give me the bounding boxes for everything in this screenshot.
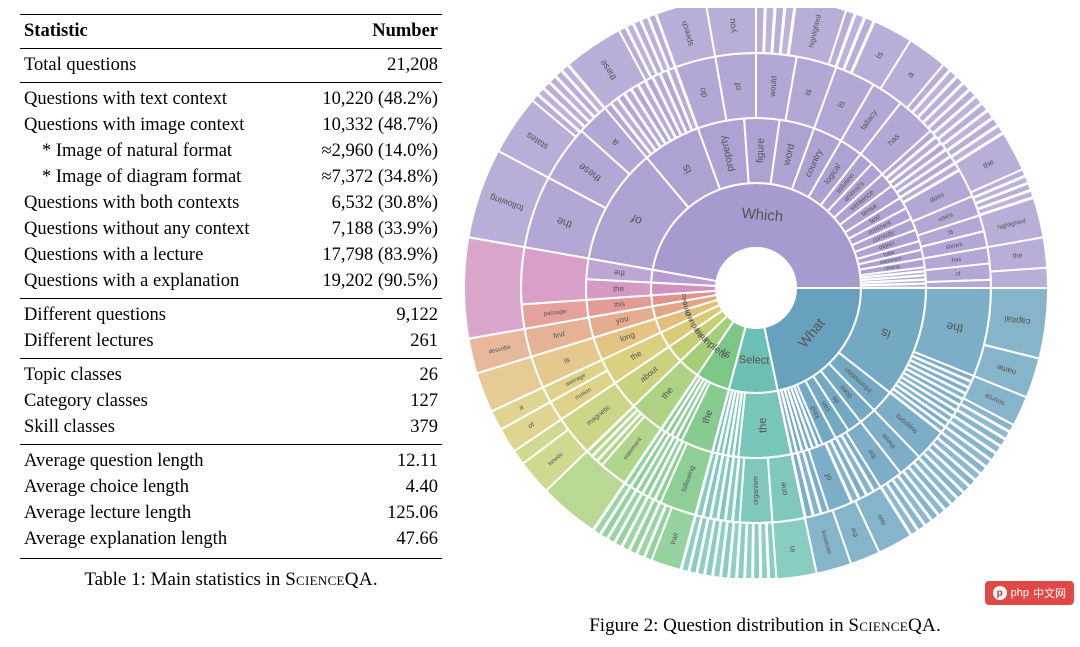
figure-caption: Figure 2: Question distribution in Scien… bbox=[450, 615, 1080, 637]
num-cell: 10,220 (48.2%) bbox=[295, 83, 442, 113]
sunburst-label: organism bbox=[753, 476, 760, 505]
num-cell: 125.06 bbox=[295, 501, 442, 527]
stat-cell: * Image of natural format bbox=[20, 139, 295, 165]
num-cell: 127 bbox=[295, 389, 442, 415]
num-cell: 47.66 bbox=[295, 527, 442, 559]
num-cell: 4.40 bbox=[295, 475, 442, 501]
stats-table: Statistic Number Total questions21,208Qu… bbox=[20, 14, 442, 559]
num-cell: 12.11 bbox=[295, 445, 442, 475]
table-row: Questions with text context10,220 (48.2%… bbox=[20, 83, 442, 113]
num-cell: 6,532 (30.8%) bbox=[295, 191, 442, 217]
table-row: Questions without any context7,188 (33.9… bbox=[20, 217, 442, 243]
stat-cell: Average question length bbox=[20, 445, 295, 475]
stat-cell: Questions with both contexts bbox=[20, 191, 295, 217]
num-cell: 9,122 bbox=[295, 299, 442, 329]
stat-cell: Total questions bbox=[20, 49, 295, 83]
fig-caption-pre: Figure 2: Question distribution in bbox=[589, 615, 848, 636]
sunburst-center bbox=[717, 249, 795, 327]
table-row: Average explanation length47.66 bbox=[20, 527, 442, 559]
num-cell: 17,798 (83.9%) bbox=[295, 243, 442, 269]
table-caption: Table 1: Main statistics in ScienceQA. bbox=[20, 569, 442, 591]
sunburst-segment bbox=[464, 237, 525, 338]
sunburst-segment bbox=[760, 523, 768, 578]
table-row: Questions with both contexts6,532 (30.8%… bbox=[20, 191, 442, 217]
table-row: Questions with image context10,332 (48.7… bbox=[20, 113, 442, 139]
num-cell: 26 bbox=[295, 359, 442, 389]
stat-cell: Questions without any context bbox=[20, 217, 295, 243]
th-stat: Statistic bbox=[20, 15, 295, 49]
sunburst-label: one bbox=[778, 481, 789, 496]
stat-cell: Questions with a lecture bbox=[20, 243, 295, 269]
stat-cell: Average choice length bbox=[20, 475, 295, 501]
table-row: Questions with a lecture17,798 (83.9%) bbox=[20, 243, 442, 269]
stat-cell: Questions with image context bbox=[20, 113, 295, 139]
sunburst-label: the bbox=[613, 284, 625, 293]
table-row: Total questions21,208 bbox=[20, 49, 442, 83]
table-row: Different questions9,122 bbox=[20, 299, 442, 329]
table-row: Average question length12.11 bbox=[20, 445, 442, 475]
sunburst-label: would bbox=[768, 75, 779, 98]
table-row: Average choice length4.40 bbox=[20, 475, 442, 501]
num-cell: ≈7,372 (34.8%) bbox=[295, 165, 442, 191]
num-cell: ≈2,960 (14.0%) bbox=[295, 139, 442, 165]
table-row: Category classes127 bbox=[20, 389, 442, 415]
stat-cell: Average lecture length bbox=[20, 501, 295, 527]
fig-caption-post: . bbox=[936, 615, 941, 636]
th-num: Number bbox=[295, 15, 442, 49]
table-row: Topic classes26 bbox=[20, 359, 442, 389]
sunburst-label: the bbox=[757, 417, 770, 433]
caption-sc: ScienceQA bbox=[285, 569, 373, 590]
table-row: * Image of natural format≈2,960 (14.0%) bbox=[20, 139, 442, 165]
stat-cell: Different questions bbox=[20, 299, 295, 329]
fig-caption-sc: ScienceQA bbox=[848, 615, 936, 636]
sunburst-label: of bbox=[732, 82, 743, 91]
watermark-sub: 中文网 bbox=[1033, 585, 1066, 601]
table-row: Questions with a explanation19,202 (90.5… bbox=[20, 269, 442, 299]
stat-cell: Different lectures bbox=[20, 329, 295, 359]
num-cell: 379 bbox=[295, 415, 442, 445]
watermark-text: php bbox=[1011, 587, 1029, 599]
sunburst-label: figure bbox=[755, 137, 767, 163]
num-cell: 7,188 (33.9%) bbox=[295, 217, 442, 243]
sunburst-label: the bbox=[613, 268, 626, 278]
table-row: * Image of diagram format≈7,372 (34.8%) bbox=[20, 165, 442, 191]
caption-pre: Table 1: Main statistics in bbox=[84, 569, 285, 590]
table-row: Skill classes379 bbox=[20, 415, 442, 445]
table-panel: Statistic Number Total questions21,208Qu… bbox=[0, 0, 450, 647]
table-row: Different lectures261 bbox=[20, 329, 442, 359]
stat-cell: Category classes bbox=[20, 389, 295, 415]
stat-cell: Questions with text context bbox=[20, 83, 295, 113]
sunburst-label: Select bbox=[739, 354, 770, 367]
sunburst-label: in bbox=[787, 545, 797, 552]
num-cell: 261 bbox=[295, 329, 442, 359]
num-cell: 10,332 (48.7%) bbox=[295, 113, 442, 139]
sunburst-segment bbox=[753, 523, 760, 578]
sunburst-label: of bbox=[955, 271, 961, 277]
sunburst-label: you bbox=[727, 18, 738, 33]
stat-cell: Topic classes bbox=[20, 359, 295, 389]
watermark-badge: p php 中文网 bbox=[985, 581, 1074, 605]
sunburst-chart: WhichWhatSelectIsCompleteThinkCompareHow… bbox=[456, 8, 1066, 578]
sunburst-segment bbox=[990, 268, 1048, 288]
sunburst-segment bbox=[926, 280, 991, 288]
stat-cell: Questions with a explanation bbox=[20, 269, 295, 299]
figure-panel: WhichWhatSelectIsCompleteThinkCompareHow… bbox=[450, 0, 1080, 647]
stat-cell: Average explanation length bbox=[20, 527, 295, 559]
num-cell: 19,202 (90.5%) bbox=[295, 269, 442, 299]
caption-post: . bbox=[373, 569, 378, 590]
table-row: Average lecture length125.06 bbox=[20, 501, 442, 527]
stat-cell: Skill classes bbox=[20, 415, 295, 445]
watermark-icon: p bbox=[993, 586, 1007, 600]
sunburst-segment bbox=[521, 247, 589, 304]
stat-cell: * Image of diagram format bbox=[20, 165, 295, 191]
sunburst-label: this bbox=[614, 301, 626, 309]
num-cell: 21,208 bbox=[295, 49, 442, 83]
sunburst-label: Which bbox=[741, 205, 784, 226]
sunburst-label: the bbox=[1012, 252, 1023, 260]
